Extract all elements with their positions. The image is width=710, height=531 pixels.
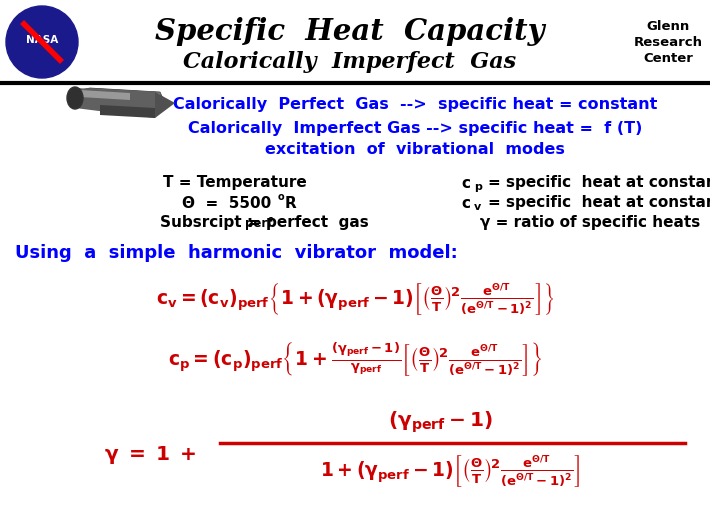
Text: T = Temperature: T = Temperature [163, 176, 307, 191]
Polygon shape [80, 90, 130, 100]
Text: Calorically  Imperfect  Gas: Calorically Imperfect Gas [183, 51, 517, 73]
Ellipse shape [67, 87, 83, 109]
Text: = specific  heat at constant pressure: = specific heat at constant pressure [488, 176, 710, 191]
Text: R: R [284, 195, 296, 210]
Polygon shape [75, 88, 165, 116]
Text: Calorically  Imperfect Gas --> specific heat =  f (T): Calorically Imperfect Gas --> specific h… [188, 121, 642, 135]
Polygon shape [155, 92, 175, 118]
Text: excitation  of  vibrational  modes: excitation of vibrational modes [265, 142, 565, 158]
Polygon shape [100, 105, 155, 118]
Text: $\mathbf{c_p = (c_p)_{perf} \left\{ 1 + \frac{(\gamma_{perf} - 1)}{\gamma_{perf}: $\mathbf{c_p = (c_p)_{perf} \left\{ 1 + … [168, 341, 542, 379]
Text: Calorically  Perfect  Gas  -->  specific heat = constant: Calorically Perfect Gas --> specific hea… [173, 98, 657, 113]
Text: perf: perf [245, 218, 273, 230]
Text: = perfect  gas: = perfect gas [248, 215, 368, 229]
Text: c: c [461, 176, 470, 191]
Text: γ = ratio of specific heats: γ = ratio of specific heats [480, 215, 700, 229]
Text: Θ  =  5500: Θ = 5500 [182, 195, 272, 210]
Text: c: c [461, 195, 470, 210]
Circle shape [6, 6, 78, 78]
Text: o: o [278, 192, 284, 202]
Text: $\mathbf{\gamma \ = \ 1 \ +}$: $\mathbf{\gamma \ = \ 1 \ +}$ [104, 444, 197, 466]
Text: = specific  heat at constant volume: = specific heat at constant volume [488, 195, 710, 210]
Text: NASA: NASA [26, 35, 58, 45]
Polygon shape [75, 88, 165, 118]
Text: Specific  Heat  Capacity: Specific Heat Capacity [155, 18, 545, 47]
Text: $\mathbf{c_v = (c_v)_{perf} \left\{ 1 + (\gamma_{perf} - 1) \left[ \left(\frac{\: $\mathbf{c_v = (c_v)_{perf} \left\{ 1 + … [156, 282, 554, 318]
Text: Subsrcipt :: Subsrcipt : [160, 215, 253, 229]
Text: $\mathbf{(\gamma_{perf} - 1)}$: $\mathbf{(\gamma_{perf} - 1)}$ [388, 409, 492, 435]
Text: $\mathbf{1 + (\gamma_{perf} - 1) \left[ \left(\frac{\Theta}{T}\right)^{\!2} \fra: $\mathbf{1 + (\gamma_{perf} - 1) \left[ … [320, 454, 580, 490]
Text: p: p [474, 182, 482, 192]
Text: Using  a  simple  harmonic  vibrator  model:: Using a simple harmonic vibrator model: [15, 244, 458, 262]
Text: Glenn
Research
Center: Glenn Research Center [633, 20, 702, 64]
Text: v: v [474, 202, 481, 212]
